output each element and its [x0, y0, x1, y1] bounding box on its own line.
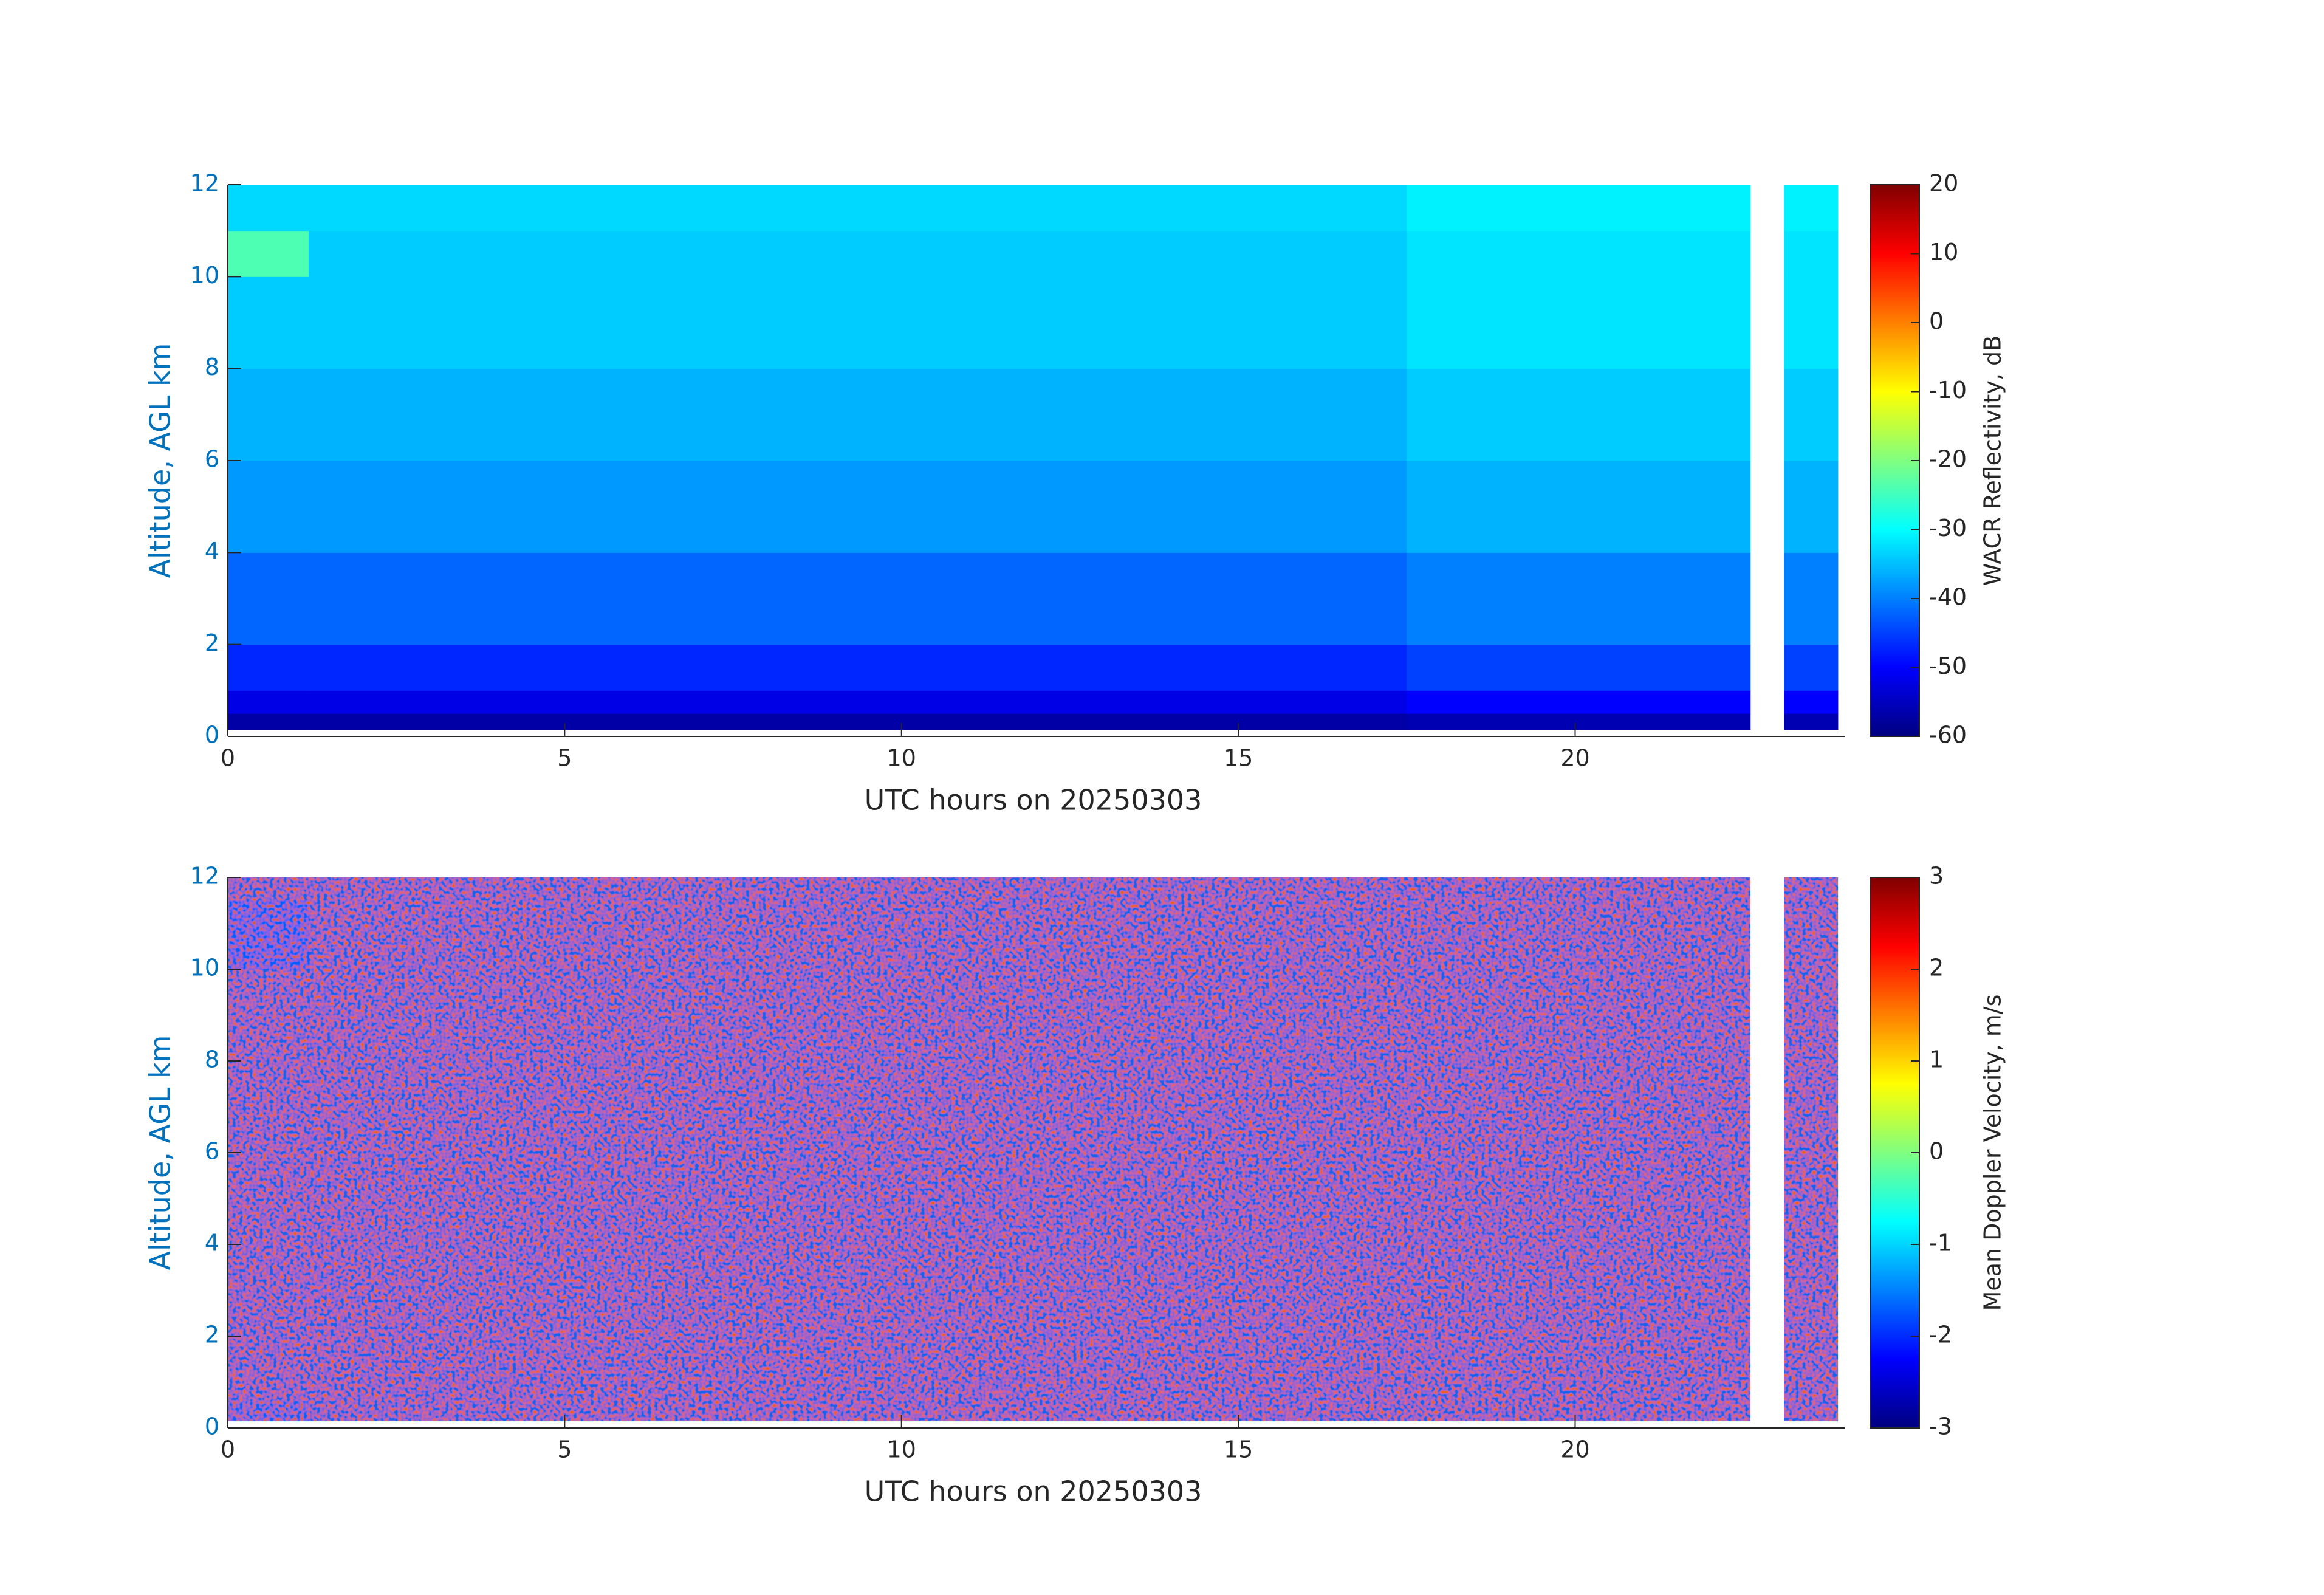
- x-tick-label: 20: [1560, 1436, 1589, 1463]
- heatmap-cell: [228, 461, 309, 553]
- colorbar-label: Mean Doppler Velocity, m/s: [1980, 995, 2006, 1311]
- heatmap-cell: [1784, 713, 1839, 730]
- y-tick-label: 6: [205, 1138, 219, 1165]
- colorbar-tick-label: -3: [1929, 1413, 1952, 1440]
- noise-texture: [228, 877, 309, 1421]
- noise-texture: [1407, 877, 1750, 1421]
- heatmap-cell: [1784, 276, 1839, 369]
- colorbar-tick-label: 20: [1929, 170, 1958, 197]
- heatmap-cells: [228, 185, 1839, 730]
- x-tick-label: 10: [887, 745, 916, 772]
- heatmap-cell: [228, 368, 309, 461]
- colorbar-tick-label: 3: [1929, 863, 1944, 890]
- heatmap-cell: [228, 713, 309, 730]
- x-tick-label: 15: [1224, 745, 1253, 772]
- heatmap-cell: [1407, 461, 1751, 553]
- noise-texture: [1784, 877, 1838, 1421]
- heatmap-cell: [309, 552, 1407, 645]
- y-tick-label: 4: [205, 538, 219, 564]
- heatmap-cell: [1407, 690, 1751, 714]
- colorbar-tick-label: -2: [1929, 1322, 1952, 1348]
- noise-texture: [309, 877, 1407, 1421]
- colorbar-tick-label: 2: [1929, 955, 1944, 981]
- heatmap-cell: [1784, 368, 1839, 461]
- heatmap-cell: [228, 552, 309, 645]
- y-tick-label: 8: [205, 354, 219, 380]
- y-tick-label: 4: [205, 1230, 219, 1257]
- x-tick-label: 5: [557, 1436, 572, 1463]
- y-tick-label: 0: [205, 1413, 219, 1440]
- x-tick-label: 5: [557, 745, 572, 772]
- y-tick-label: 12: [190, 863, 219, 890]
- x-axis-label: UTC hours on 20250303: [865, 1475, 1202, 1508]
- heatmap-cell: [228, 690, 309, 714]
- heatmap-cell: [1784, 230, 1839, 277]
- heatmap-cell: [228, 644, 309, 691]
- y-tick-label: 6: [205, 446, 219, 473]
- heatmap-cell: [309, 690, 1407, 714]
- colorbar-tick-label: -30: [1929, 515, 1967, 541]
- y-axis-label: Altitude, AGL km: [144, 1035, 177, 1270]
- colorbar-tick-label: -10: [1929, 377, 1967, 403]
- heatmap-cell: [1407, 713, 1751, 730]
- colorbar-label: WACR Reflectivity, dB: [1980, 335, 2006, 586]
- heatmap-cell: [309, 461, 1407, 553]
- heatmap-cell: [1784, 690, 1839, 714]
- y-tick-label: 10: [190, 955, 219, 981]
- y-tick-label: 8: [205, 1046, 219, 1073]
- y-tick-label: 0: [205, 722, 219, 749]
- heatmap-cell: [1407, 185, 1751, 232]
- colorbar-tick-label: -1: [1929, 1230, 1952, 1257]
- y-axis-label: Altitude, AGL km: [144, 343, 177, 578]
- y-tick-label: 2: [205, 629, 219, 656]
- heatmap-cell: [309, 230, 1407, 277]
- colorbar-tick-label: -60: [1929, 722, 1967, 749]
- heatmap-cell: [228, 185, 309, 232]
- heatmap-cell: [309, 276, 1407, 369]
- heatmap-cell: [309, 368, 1407, 461]
- heatmap-cell: [1784, 461, 1839, 553]
- y-tick-label: 2: [205, 1322, 219, 1348]
- x-tick-label: 0: [221, 745, 235, 772]
- colorbar-tick-label: 10: [1929, 239, 1958, 266]
- x-tick-label: 15: [1224, 1436, 1253, 1463]
- heatmap-cell: [1407, 230, 1751, 277]
- heatmap-cell: [1407, 552, 1751, 645]
- heatmap-cell: [1407, 368, 1751, 461]
- heatmap-cell: [228, 276, 309, 369]
- y-tick-label: 10: [190, 262, 219, 289]
- heatmap-cell: [1784, 185, 1839, 232]
- heatmap-cell: [1407, 276, 1751, 369]
- colorbar-tick-label: -20: [1929, 446, 1967, 473]
- x-axis-label: UTC hours on 20250303: [865, 784, 1202, 817]
- x-tick-label: 20: [1560, 745, 1589, 772]
- colorbar-tick-label: -50: [1929, 653, 1967, 679]
- colorbar-tick-label: 0: [1929, 308, 1944, 335]
- colorbar-tick-label: 1: [1929, 1046, 1944, 1073]
- colorbar-tick-label: 0: [1929, 1138, 1944, 1165]
- heatmap-cell: [1784, 644, 1839, 691]
- heatmap-cell: [1407, 644, 1751, 691]
- colorbar-tick-label: -40: [1929, 584, 1967, 611]
- heatmap-cell: [309, 713, 1407, 730]
- x-tick-label: 10: [887, 1436, 916, 1463]
- x-tick-label: 0: [221, 1436, 235, 1463]
- y-tick-label: 12: [190, 170, 219, 197]
- heatmap-cell: [309, 644, 1407, 691]
- heatmap-cell: [228, 230, 309, 277]
- heatmap-cell: [1784, 552, 1839, 645]
- heatmap-cell: [309, 185, 1407, 232]
